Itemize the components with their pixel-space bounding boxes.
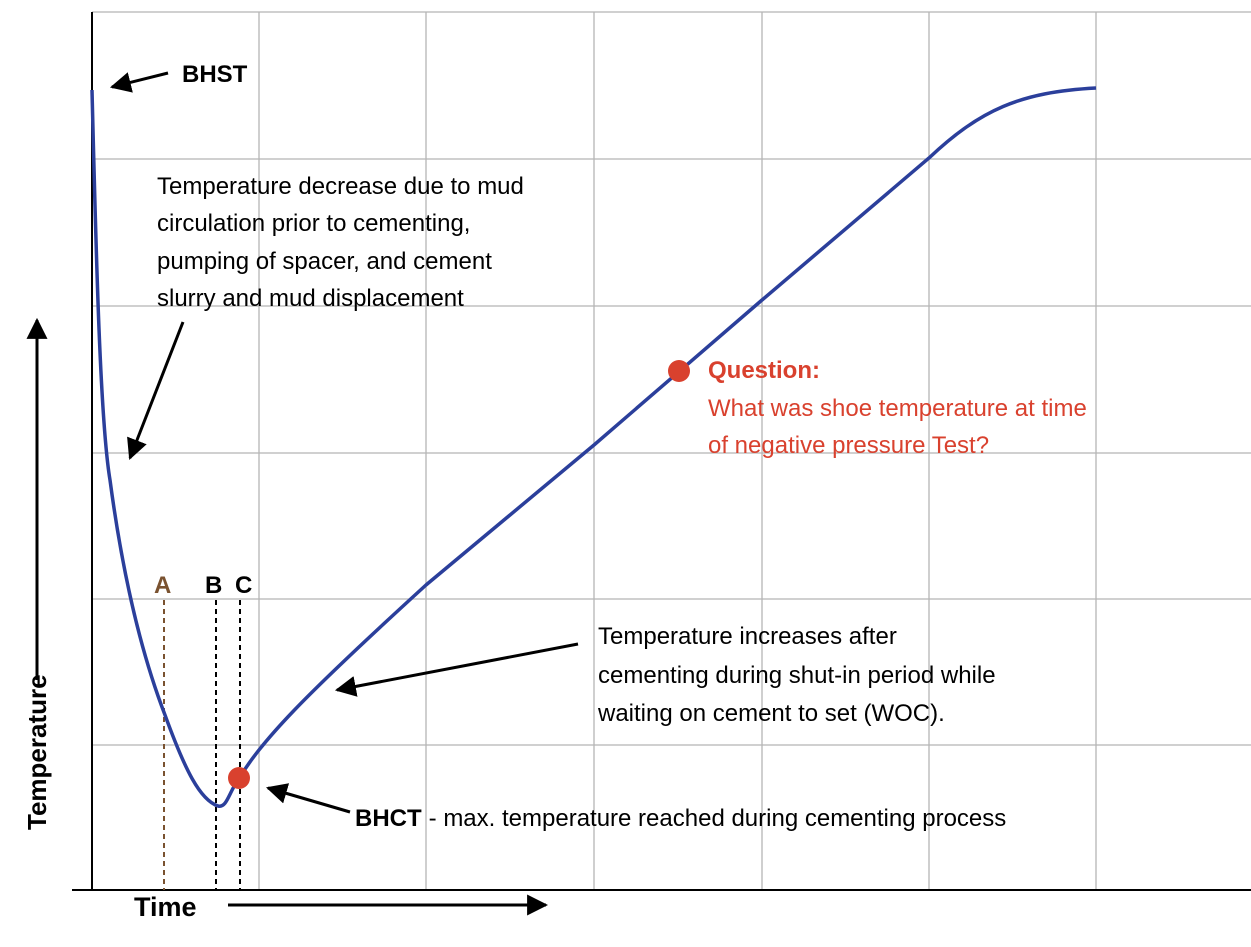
bhct-desc: - max. temperature reached during cement… — [429, 805, 1007, 832]
decrease-note: Temperature decrease due to mud circulat… — [157, 173, 524, 312]
y-axis-label: Temperature — [22, 674, 52, 830]
note-line: circulation prior to cementing, — [157, 210, 470, 237]
bhct-label: BHCT — [355, 805, 422, 832]
marker-c: C — [235, 572, 252, 599]
note-line: Temperature decrease due to mud — [157, 173, 524, 200]
question-dot — [668, 360, 690, 382]
x-axis-label: Time — [134, 892, 197, 922]
note-line: slurry and mud displacement — [157, 285, 464, 312]
note-line: cementing during shut-in period while — [598, 662, 996, 689]
bhct-note: BHCT - max. temperature reached during ce… — [355, 805, 1006, 832]
note-line: Temperature increases after — [598, 623, 897, 650]
bhst-label: BHST — [182, 61, 248, 88]
marker-b: B — [205, 572, 222, 599]
grid — [92, 11, 1251, 890]
note-line: pumping of spacer, and cement — [157, 248, 492, 275]
question-title: Question: — [708, 357, 820, 384]
arrows — [26, 71, 579, 916]
note-line: waiting on cement to set (WOC). — [597, 700, 945, 727]
markers — [163, 600, 241, 890]
bhct-dot — [228, 767, 250, 789]
temperature-curve — [90, 86, 1097, 808]
question-line: What was shoe temperature at time — [708, 395, 1087, 422]
question-line: of negative pressure Test? — [708, 432, 989, 459]
increase-note: Temperature increases after cementing du… — [597, 623, 996, 727]
marker-a: A — [154, 572, 171, 599]
